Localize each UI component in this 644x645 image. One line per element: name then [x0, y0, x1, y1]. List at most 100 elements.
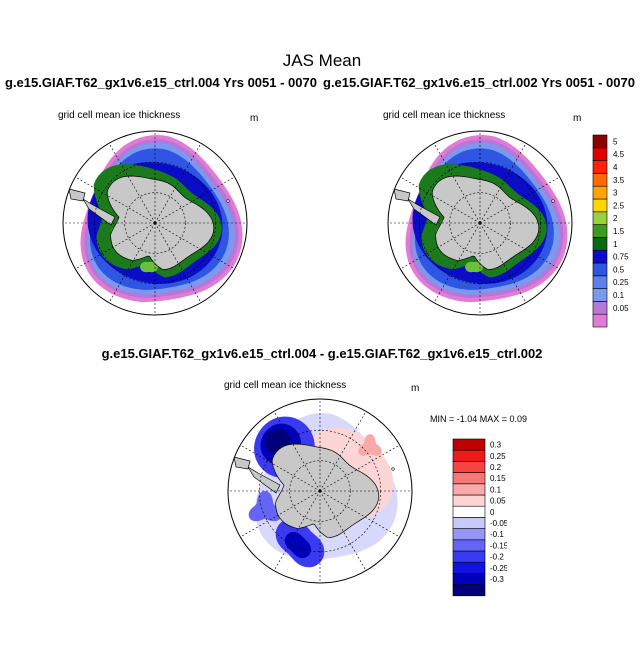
right-south-america-tip	[393, 188, 411, 202]
diff-island-nz	[396, 569, 404, 577]
diff-colorbar-tick-label: 0.25	[490, 452, 506, 461]
left-run-title: g.e15.GIAF.T62_gx1v6.e15_ctrl.004 Yrs 00…	[5, 75, 317, 90]
right-run-title: g.e15.GIAF.T62_gx1v6.e15_ctrl.002 Yrs 00…	[323, 75, 635, 90]
diff-colorbar-swatch-10	[452, 472, 486, 485]
diff-latitude-circle-0	[289, 460, 351, 522]
right-meridian-2	[479, 222, 527, 303]
right-island-nz	[556, 301, 564, 309]
ice-colorbar-tick-label: 4	[613, 163, 618, 172]
diff-meridian-5	[240, 490, 321, 538]
ice-colorbar-swatch-8	[592, 211, 608, 225]
diff-colorbar-tick-label: -0.25	[490, 564, 507, 573]
diff-colorbar-swatch-2	[452, 561, 486, 574]
diff-meridian-7	[240, 444, 321, 492]
right-ice-lightgreen-patch-2	[465, 261, 483, 273]
ice-colorbar-tick-label: 1	[613, 240, 618, 249]
right-map-border	[387, 130, 573, 316]
diff-island-kerguelen	[391, 467, 395, 471]
diff-title: g.e15.GIAF.T62_gx1v6.e15_ctrl.004 - g.e1…	[101, 346, 543, 361]
diff-colorbar-swatch-0	[452, 584, 486, 597]
ice-colorbar-swatch-5	[592, 249, 608, 264]
left-panel-subtitle: grid cell mean ice thickness	[58, 110, 181, 121]
left-meridian-1	[154, 222, 235, 270]
right-meridian-5	[400, 222, 481, 270]
ice-colorbar-tick-label: 5	[613, 137, 618, 146]
right-meridian-11	[479, 176, 560, 224]
ice-colorbar-tick-label: 4.5	[613, 150, 625, 159]
ice-colorbar-swatch-13	[592, 147, 608, 161]
diff-colorbar-swatch-11	[452, 461, 486, 473]
ice-colorbar-swatch-12	[592, 160, 608, 174]
left-island-nz	[231, 301, 239, 309]
page-title: JAS Mean	[282, 51, 362, 70]
diff-meridian-10	[319, 411, 367, 492]
ice-colorbar-swatch-11	[592, 173, 608, 187]
diff-polar-map	[227, 398, 413, 584]
diff-colorbar-swatch-9	[452, 483, 486, 496]
ice-colorbar-tick-label: 0.5	[613, 265, 625, 274]
ice-colorbar-swatch-10	[592, 185, 608, 200]
diff-colorbar: -0.3 -0.25 -0.2 -0.15 -0.1 -0.05 0 0.05 0.1 0.15 0…	[452, 438, 507, 597]
left-meridian-5	[75, 222, 156, 270]
diff-meridian-2	[319, 490, 367, 571]
right-meridian-1	[479, 222, 560, 270]
ice-colorbar-swatch-7	[592, 224, 608, 238]
ice-colorbar-tick-label: 1.5	[613, 227, 625, 236]
ice-colorbar-swatch-2	[592, 288, 608, 302]
diff-colorbar-tick-label: 0.05	[490, 497, 506, 506]
left-polar-map	[62, 130, 248, 316]
diff-ross-strong	[284, 531, 312, 559]
diff-meridian-8	[273, 411, 321, 492]
diff-colorbar-tick-label: 0.3	[490, 441, 502, 450]
diff-colorbar-swatch-12	[452, 449, 486, 462]
ice-colorbar-tick-label: 2	[613, 214, 618, 223]
right-antarctic-peninsula	[407, 198, 441, 226]
diff-west-negative	[248, 491, 282, 522]
left-meridian-7	[75, 176, 156, 224]
right-meridian-7	[400, 176, 481, 224]
right-island-kerguelen	[551, 199, 555, 203]
diff-colorbar-swatch-3	[452, 550, 486, 563]
diff-colorbar-tick-label: 0.15	[490, 474, 506, 483]
ice-colorbar-swatch-0	[592, 313, 608, 328]
left-latitude-circle-0	[124, 192, 186, 254]
diff-colorbar-swatch-13	[452, 438, 486, 451]
ice-colorbar-tick-label: 0.1	[613, 291, 625, 300]
diff-colorbar-tick-label: 0.2	[490, 463, 502, 472]
right-polar-map	[387, 130, 573, 316]
diff-colorbar-swatch-7	[452, 505, 486, 518]
diff-colorbar-tick-label: -0.2	[490, 553, 504, 562]
diff-positive-patch	[358, 434, 382, 456]
diff-antarctic-peninsula	[247, 466, 281, 494]
ice-colorbar-swatch-3	[592, 275, 608, 289]
right-meridian-4	[433, 222, 481, 303]
ice-colorbar-swatch-1	[592, 301, 608, 315]
ice-colorbar-tick-label: 3.5	[613, 176, 625, 185]
ice-colorbar-swatch-4	[592, 262, 608, 277]
ice-colorbar-tick-label: 3	[613, 189, 618, 198]
ice-colorbar-swatch-6	[592, 237, 608, 251]
diff-map-border	[227, 398, 413, 584]
left-island-kerguelen	[226, 199, 230, 203]
diff-colorbar-swatch-4	[452, 539, 486, 552]
diff-colorbar-tick-label: -0.1	[490, 530, 504, 539]
diff-panel-unit: m	[411, 383, 420, 394]
diff-colorbar-swatch-8	[452, 494, 486, 507]
diff-south-america-tip	[233, 456, 251, 470]
ice-colorbar-tick-label: 0.75	[613, 253, 629, 262]
ice-thickness-colorbar: 0.05 0.1 0.25 0.5 0.75 1 1.5 2 2.5 3 3.5 4 4.5 5	[592, 134, 629, 328]
ice-colorbar-swatch-9	[592, 198, 608, 213]
ice-colorbar-tick-label: 2.5	[613, 201, 625, 210]
diff-meridian-1	[319, 490, 400, 538]
left-meridian-11	[154, 176, 235, 224]
left-panel-unit: m	[250, 113, 259, 124]
left-antarctic-peninsula	[82, 198, 116, 226]
left-south-america-tip	[68, 188, 86, 202]
diff-colorbar-swatch-6	[452, 517, 486, 529]
right-panel-unit: m	[573, 113, 582, 124]
left-meridian-2	[154, 222, 202, 303]
diff-meridian-11	[319, 444, 400, 492]
diff-colorbar-tick-label: 0.1	[490, 485, 502, 494]
diff-min-max: MIN = -1.04 MAX = 0.09	[430, 414, 528, 424]
